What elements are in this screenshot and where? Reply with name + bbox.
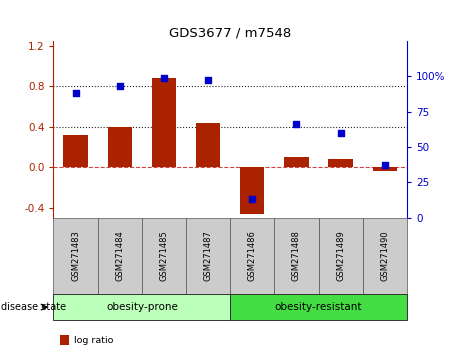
Text: GSM271489: GSM271489 bbox=[336, 230, 345, 281]
Bar bbox=[328, 159, 353, 167]
Text: GSM271483: GSM271483 bbox=[71, 230, 80, 281]
Text: GSM271486: GSM271486 bbox=[248, 230, 257, 281]
Text: GSM271484: GSM271484 bbox=[115, 230, 124, 281]
Point bbox=[337, 130, 344, 136]
Bar bbox=[63, 135, 88, 167]
Text: obesity-resistant: obesity-resistant bbox=[275, 302, 362, 312]
Point bbox=[72, 90, 79, 96]
Point bbox=[116, 83, 123, 89]
Text: log ratio: log ratio bbox=[74, 336, 114, 345]
Bar bbox=[284, 157, 309, 167]
Point bbox=[160, 75, 167, 80]
Point bbox=[292, 121, 300, 127]
Bar bbox=[372, 167, 397, 171]
Text: disease state: disease state bbox=[1, 302, 66, 312]
Text: GSM271488: GSM271488 bbox=[292, 230, 301, 281]
Text: GSM271485: GSM271485 bbox=[159, 230, 168, 281]
Title: GDS3677 / m7548: GDS3677 / m7548 bbox=[169, 27, 291, 40]
Bar bbox=[196, 122, 220, 167]
Bar bbox=[240, 167, 265, 214]
Text: obesity-prone: obesity-prone bbox=[106, 302, 178, 312]
Point bbox=[204, 78, 212, 83]
Point bbox=[381, 162, 388, 168]
Point bbox=[248, 196, 256, 202]
Text: GSM271490: GSM271490 bbox=[380, 230, 389, 281]
Bar bbox=[107, 127, 132, 167]
Bar bbox=[152, 78, 176, 167]
Text: GSM271487: GSM271487 bbox=[204, 230, 213, 281]
